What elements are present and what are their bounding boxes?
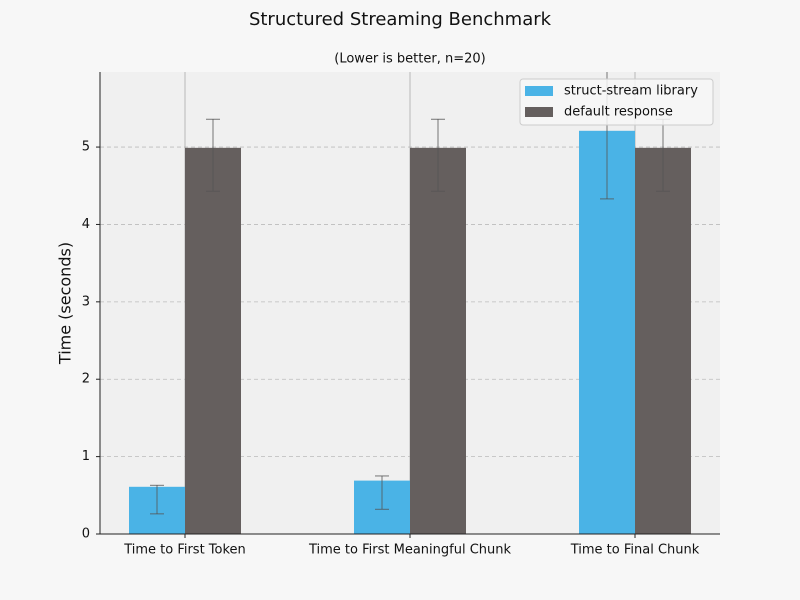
legend: struct-stream library default response [519,78,714,126]
legend-swatch [525,107,553,117]
y-tick-label: 3 [82,294,90,309]
y-tick-label: 2 [82,372,90,387]
error-bar [431,118,445,192]
bar [410,147,466,534]
y-tick-label: 4 [82,217,90,232]
error-bar [375,475,389,510]
legend-swatch [525,86,553,96]
y-tick-label: 5 [82,140,90,155]
y-tick-label: 1 [82,449,90,464]
y-axis-label: Time (seconds) [56,242,75,365]
chart-title: Structured Streaming Benchmark [249,9,552,30]
bar [185,147,241,534]
chart-subtitle: (Lower is better, n=20) [334,52,485,67]
legend-label: struct-stream library [564,84,698,99]
bars [129,72,691,534]
y-tick-label: 0 [82,527,90,542]
error-bar [206,118,220,192]
x-tick-label: Time to First Token [123,543,246,558]
x-tick-label: Time to First Meaningful Chunk [308,543,511,558]
error-bar [150,484,164,515]
x-tick-label: Time to Final Chunk [570,543,700,558]
legend-label: default response [564,105,673,120]
legend-box [519,78,714,126]
bar [635,147,691,534]
axes [99,72,720,535]
